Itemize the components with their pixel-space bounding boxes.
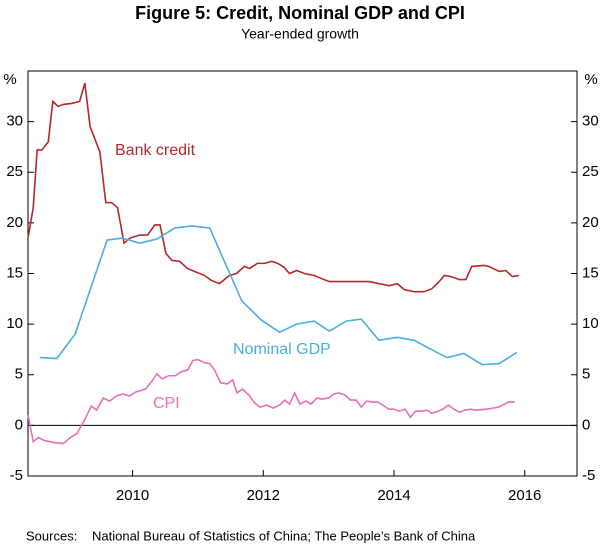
sources: National Bureau of Statistics of China; …: [92, 528, 476, 543]
series-line: [27, 358, 515, 445]
y-tick-label: 10: [6, 315, 23, 332]
series-label: CPI: [153, 395, 180, 412]
x-tick-label: 2014: [377, 487, 410, 504]
y-tick-label: 0: [15, 416, 23, 433]
y-tick-label: -5: [10, 467, 23, 484]
y2-tick-label: 30: [582, 113, 599, 130]
sources-label: Sources:: [26, 528, 77, 543]
x-tick-label: 2012: [247, 487, 280, 504]
y2-tick-label: 0: [582, 416, 590, 433]
y-tick-label: 15: [6, 264, 23, 281]
series-label: Nominal GDP: [233, 341, 331, 358]
y2-tick-label: -5: [582, 467, 595, 484]
y2-tick-label: 20: [582, 214, 599, 231]
y2-tick-label: 15: [582, 264, 599, 281]
y-unit: %: [3, 71, 16, 88]
y2-tick-label: 10: [582, 315, 599, 332]
chart-subtitle: Year-ended growth: [241, 26, 359, 42]
x-tick-label: 2016: [508, 487, 541, 504]
y-tick-label: 25: [6, 163, 23, 180]
y-tick-label: 5: [15, 366, 23, 383]
y-tick-label: 30: [6, 113, 23, 130]
x-tick-label: 2010: [116, 487, 149, 504]
series-line: [39, 225, 518, 366]
y2-unit: %: [584, 71, 597, 88]
series-label: Bank credit: [115, 142, 196, 159]
chart-title: Figure 5: Credit, Nominal GDP and CPI: [135, 3, 465, 23]
y2-tick-label: 5: [582, 366, 590, 383]
y2-tick-label: 25: [582, 163, 599, 180]
y-tick-label: 20: [6, 214, 23, 231]
series-line: [27, 82, 519, 293]
